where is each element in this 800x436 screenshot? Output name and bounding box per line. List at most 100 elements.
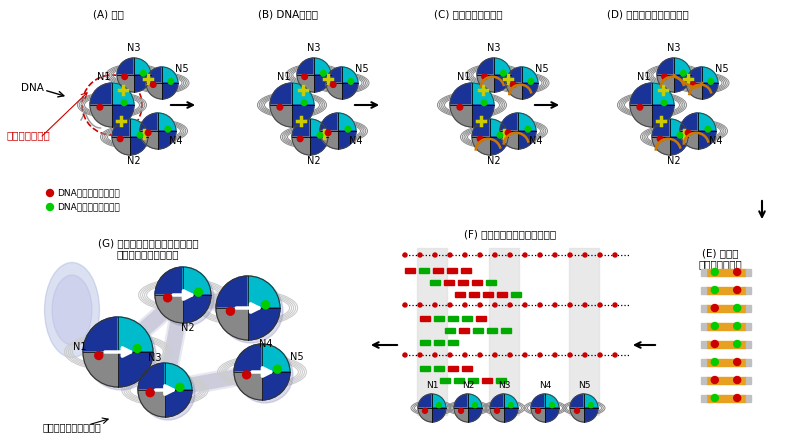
Circle shape xyxy=(117,58,151,92)
Circle shape xyxy=(550,403,554,408)
Wedge shape xyxy=(112,137,130,155)
Circle shape xyxy=(463,303,467,307)
Wedge shape xyxy=(686,67,702,83)
Wedge shape xyxy=(702,83,718,99)
Wedge shape xyxy=(320,131,338,149)
Wedge shape xyxy=(630,83,652,105)
Circle shape xyxy=(711,395,718,402)
Circle shape xyxy=(463,353,467,357)
Circle shape xyxy=(138,363,192,417)
Circle shape xyxy=(482,100,487,106)
Wedge shape xyxy=(248,308,280,340)
Circle shape xyxy=(493,303,497,307)
Circle shape xyxy=(677,133,682,138)
Circle shape xyxy=(734,341,741,347)
Wedge shape xyxy=(138,390,165,417)
Wedge shape xyxy=(118,317,153,352)
Wedge shape xyxy=(326,83,342,99)
Circle shape xyxy=(538,253,542,257)
Wedge shape xyxy=(674,58,691,75)
Bar xyxy=(486,279,496,285)
Circle shape xyxy=(150,82,156,87)
Wedge shape xyxy=(472,105,494,127)
Wedge shape xyxy=(262,372,290,400)
Text: N3: N3 xyxy=(127,43,141,53)
Bar xyxy=(454,378,464,382)
Wedge shape xyxy=(162,67,178,83)
Bar xyxy=(746,341,751,347)
Wedge shape xyxy=(652,105,674,127)
Circle shape xyxy=(163,294,172,302)
Circle shape xyxy=(711,323,718,330)
Bar xyxy=(746,269,751,276)
Bar xyxy=(430,279,440,285)
Circle shape xyxy=(242,371,250,379)
Bar xyxy=(462,365,472,371)
Wedge shape xyxy=(162,83,178,99)
Wedge shape xyxy=(500,131,518,149)
Text: N3: N3 xyxy=(667,43,681,53)
Wedge shape xyxy=(134,75,151,92)
Circle shape xyxy=(506,67,538,99)
Bar xyxy=(434,365,444,371)
Circle shape xyxy=(297,58,331,92)
Wedge shape xyxy=(468,394,482,408)
Text: N1: N1 xyxy=(458,72,470,82)
Circle shape xyxy=(403,253,407,257)
Text: N1: N1 xyxy=(426,381,438,389)
Wedge shape xyxy=(314,58,331,75)
Wedge shape xyxy=(342,67,358,83)
Circle shape xyxy=(711,269,718,276)
Circle shape xyxy=(141,366,195,420)
Circle shape xyxy=(568,353,572,357)
Circle shape xyxy=(613,253,617,257)
Circle shape xyxy=(176,383,184,391)
Circle shape xyxy=(598,353,602,357)
Wedge shape xyxy=(490,394,504,408)
Wedge shape xyxy=(134,58,151,75)
Text: (G) 分子動力学シミュレーション
による立体構造の決定: (G) 分子動力学シミュレーション による立体構造の決定 xyxy=(98,238,198,259)
Circle shape xyxy=(141,71,146,76)
Bar xyxy=(701,323,706,330)
Wedge shape xyxy=(450,83,472,105)
Bar xyxy=(447,268,457,272)
Circle shape xyxy=(734,395,741,402)
Text: N5: N5 xyxy=(715,64,729,74)
Wedge shape xyxy=(504,394,518,408)
Circle shape xyxy=(237,347,293,403)
Circle shape xyxy=(568,253,572,257)
Text: N2: N2 xyxy=(487,156,501,166)
Circle shape xyxy=(637,104,642,110)
Wedge shape xyxy=(112,105,134,127)
Circle shape xyxy=(711,304,718,311)
Circle shape xyxy=(681,71,686,76)
Circle shape xyxy=(321,71,326,76)
Text: N4: N4 xyxy=(539,381,551,389)
Circle shape xyxy=(490,394,518,422)
Circle shape xyxy=(448,253,452,257)
Wedge shape xyxy=(432,394,446,408)
Circle shape xyxy=(734,323,741,330)
Wedge shape xyxy=(248,276,280,308)
Circle shape xyxy=(734,286,741,293)
Bar xyxy=(746,377,751,384)
Circle shape xyxy=(146,130,151,136)
Wedge shape xyxy=(477,75,494,92)
Bar xyxy=(448,365,458,371)
Text: N3: N3 xyxy=(307,43,321,53)
Circle shape xyxy=(137,133,142,138)
Circle shape xyxy=(493,253,497,257)
Circle shape xyxy=(270,83,314,127)
Circle shape xyxy=(531,394,559,422)
Wedge shape xyxy=(531,394,545,408)
Wedge shape xyxy=(158,131,176,149)
Circle shape xyxy=(477,58,511,92)
Circle shape xyxy=(523,353,527,357)
Wedge shape xyxy=(118,352,153,387)
Circle shape xyxy=(523,303,527,307)
Circle shape xyxy=(219,279,283,343)
Wedge shape xyxy=(500,113,518,131)
Circle shape xyxy=(501,71,506,76)
Text: (C) アダプターの連結: (C) アダプターの連結 xyxy=(434,9,502,19)
Circle shape xyxy=(497,133,502,138)
